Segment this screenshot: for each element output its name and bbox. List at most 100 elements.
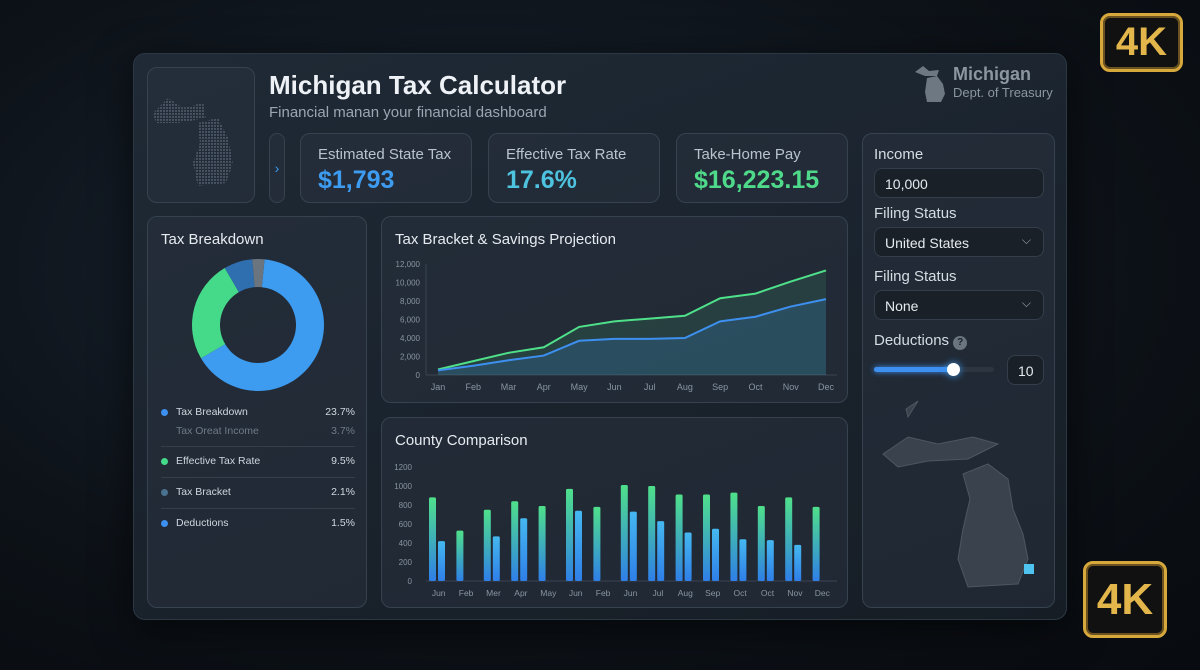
x-tick-label: Oct (761, 588, 775, 598)
x-tick-label: May (571, 382, 589, 392)
selected-county[interactable] (1024, 564, 1034, 574)
series-line (437, 269, 827, 371)
legend-label: Effective Tax Rate (176, 455, 261, 467)
legend-value: 9.5% (331, 455, 355, 467)
y-tick-label: 600 (399, 520, 413, 529)
bar (456, 530, 464, 581)
kpi-value: 17.6% (506, 166, 577, 194)
x-tick-label: Feb (596, 588, 611, 598)
legend-label: Tax Oreat Income (176, 425, 259, 437)
donut-slice (224, 259, 255, 293)
selected-value: United States (885, 235, 970, 251)
x-tick-label: Mer (486, 588, 501, 598)
county-chart: 0 200 400 600 800 1000 1200 Jun Feb Mer Apr May Jun F… (394, 463, 837, 598)
expand-button[interactable]: › (269, 133, 285, 203)
kpi-estimated-state-tax: Estimated State Tax $1,793 (300, 133, 472, 203)
x-tick-label: Aug (678, 588, 693, 598)
legend-dot (161, 488, 168, 496)
y-tick-label: 400 (399, 539, 413, 548)
4k-badge-bottom: 4K (1083, 561, 1167, 638)
donut-slice (200, 259, 324, 391)
y-tick-label: 800 (399, 501, 413, 510)
bar (520, 518, 528, 581)
deductions-label-row: Deductions ? (874, 332, 968, 350)
bar (538, 505, 546, 581)
bar (620, 485, 628, 581)
filing-status-select-2[interactable]: None ⌵ (874, 290, 1044, 320)
series-line (437, 298, 827, 372)
bar (794, 544, 802, 581)
filing-status-label-2: Filing Status (874, 268, 957, 285)
page-subtitle: Financial manan your financial dashboard (269, 104, 547, 121)
legend-item: Tax Breakdown 23.7% (161, 406, 355, 418)
filing-status-select[interactable]: United States ⌵ (874, 227, 1044, 257)
bar (675, 494, 683, 581)
x-tick-label: Nov (787, 588, 803, 598)
bar (429, 497, 436, 581)
bar (492, 536, 500, 581)
bar (648, 486, 656, 581)
slider-fill (874, 367, 954, 372)
michigan-state-icon (915, 66, 945, 102)
kpi-label: Estimated State Tax (318, 146, 452, 163)
income-input[interactable]: 10,000 (874, 168, 1044, 198)
deductions-input[interactable]: 10 (1007, 355, 1044, 385)
y-tick-label: 0 (408, 577, 413, 586)
x-tick-label: Jun (607, 382, 622, 392)
kpi-take-home-pay: Take-Home Pay $16,223.15 (676, 133, 848, 203)
legend-value: 2.1% (331, 486, 355, 498)
legend-dot (161, 519, 168, 527)
slider-handle[interactable] (947, 363, 961, 376)
y-tick-label: 1000 (394, 482, 412, 491)
bar (785, 497, 793, 581)
legend-label: Tax Bracket (176, 486, 231, 498)
kpi-label: Effective Tax Rate (506, 146, 627, 163)
divider (161, 508, 355, 509)
chevron-right-icon: › (274, 160, 280, 176)
x-tick-label: Feb (466, 382, 482, 392)
legend-item: Tax Bracket 2.1% (161, 486, 355, 498)
x-tick-label: Oct (733, 588, 747, 598)
legend-item: Effective Tax Rate 9.5% (161, 455, 355, 467)
bar (739, 539, 747, 581)
y-tick-label: 2,000 (400, 353, 421, 362)
bar (684, 532, 692, 581)
y-tick-label: 200 (399, 558, 413, 567)
kpi-value: $1,793 (318, 166, 395, 194)
kpi-label: Take-Home Pay (694, 146, 801, 163)
x-tick-label: Dec (815, 588, 831, 598)
bar (511, 501, 519, 581)
legend-dot (161, 408, 168, 416)
chevron-down-icon: ⌵ (1021, 233, 1031, 247)
x-tick-label: Sep (712, 382, 728, 392)
projection-chart: 0 2,000 4,000 6,000 8,000 10,000 12,000 Jan Feb M… (396, 260, 837, 392)
kpi-value: $16,223.15 (694, 166, 820, 194)
kpi-effective-tax-rate: Effective Tax Rate 17.6% (488, 133, 660, 203)
x-tick-label: Apr (537, 382, 551, 392)
calculator-form: Income 10,000 Filing Status United State… (862, 133, 1055, 608)
filing-status-label: Filing Status (874, 205, 957, 222)
help-icon[interactable]: ? (953, 336, 968, 350)
donut-slice (192, 267, 239, 359)
x-tick-label: Jun (624, 588, 638, 598)
bar (757, 505, 765, 581)
bar (712, 528, 719, 581)
legend-value: 3.7% (331, 425, 355, 437)
logo-subtitle: Dept. of Treasury (953, 85, 1053, 100)
bar (483, 509, 491, 581)
michigan-map-thumbnail (147, 67, 255, 203)
bar (730, 492, 738, 581)
bar (703, 494, 710, 581)
legend-dot (161, 457, 168, 465)
legend-item: Tax Oreat Income 3.7% (161, 425, 355, 437)
logo-name: Michigan (953, 64, 1032, 84)
divider (161, 477, 355, 478)
bar (593, 506, 601, 581)
4k-badge-top: 4K (1100, 13, 1183, 72)
x-tick-label: Dec (818, 382, 835, 392)
bar (575, 510, 582, 581)
card-title: Tax Breakdown (161, 231, 264, 248)
divider (161, 446, 355, 447)
chevron-down-icon: ⌵ (1021, 296, 1031, 310)
deductions-slider[interactable] (874, 363, 994, 376)
